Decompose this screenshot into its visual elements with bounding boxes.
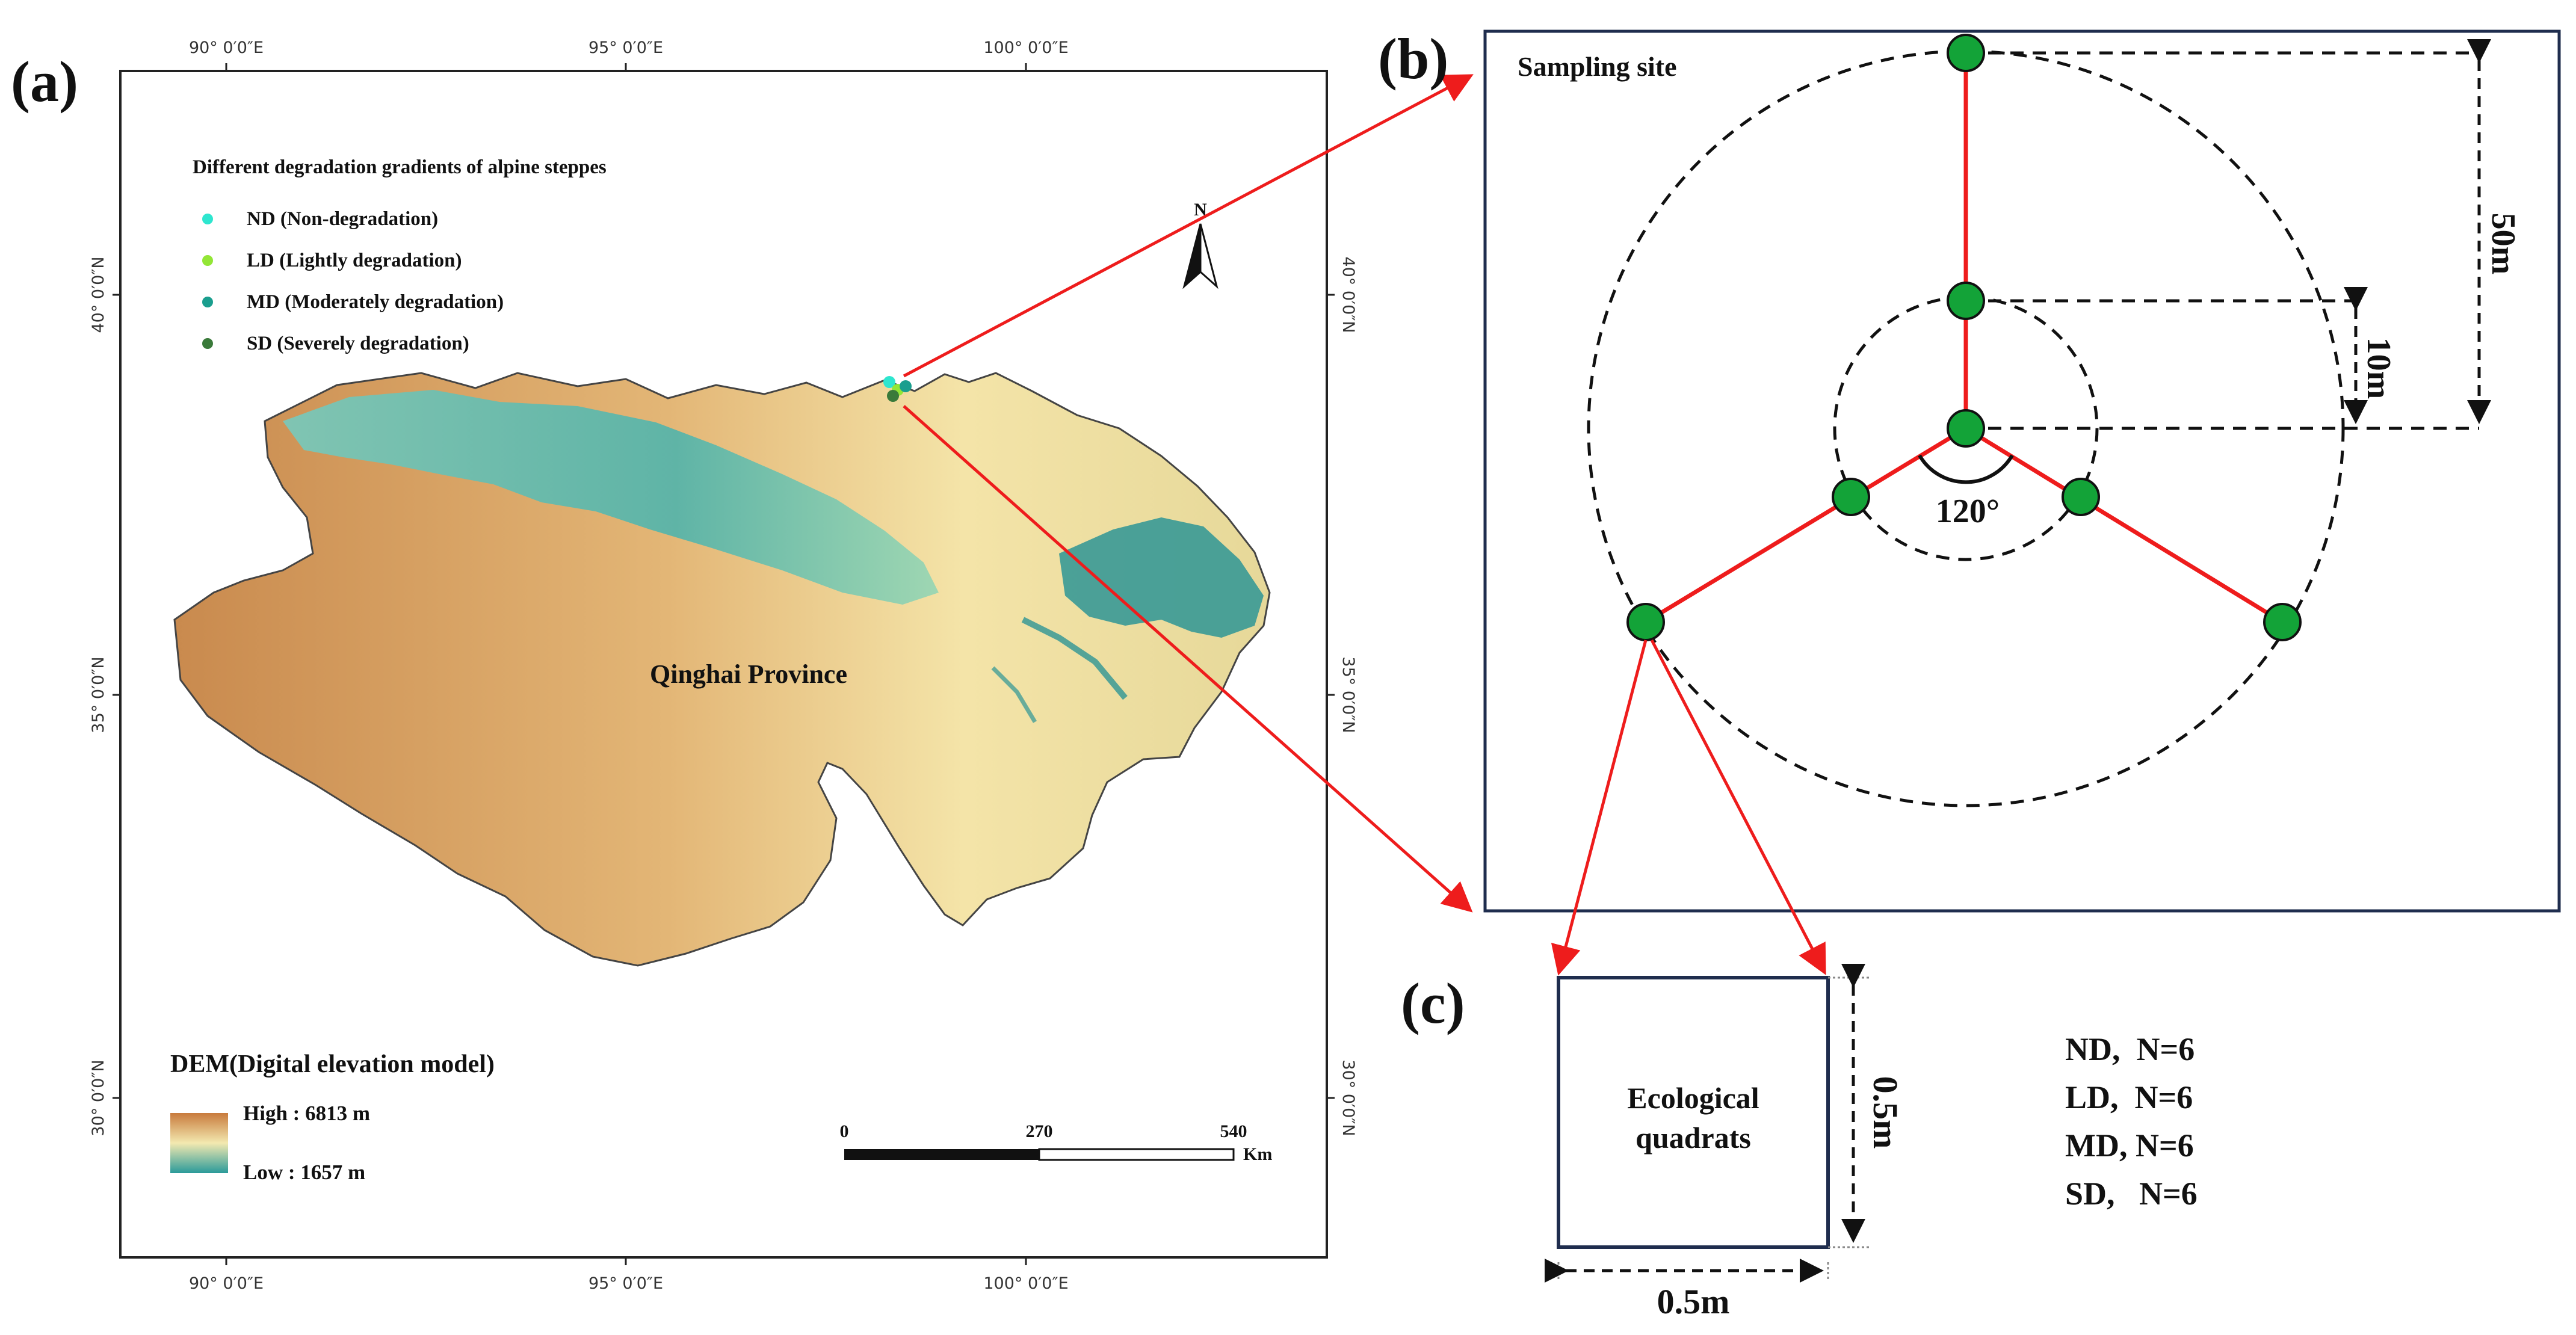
legend-label-ld: LD (Lightly degradation) bbox=[247, 250, 462, 271]
zoom-arrow-top bbox=[903, 74, 1474, 378]
lat-label-right-30: 30° 0′0″N bbox=[1339, 1059, 1357, 1136]
panel-c: (c) Ecological quadrats 0.5m 0.5m ND, N=… bbox=[1401, 964, 2198, 1321]
sample-counts: ND, N=6 LD, N=6 MD, N=6 SD, N=6 bbox=[2065, 1031, 2198, 1212]
legend-title: Different degradation gradients of alpin… bbox=[193, 156, 607, 178]
node-right-inner bbox=[2062, 478, 2100, 516]
quadrat-label-line1: Ecological bbox=[1627, 1081, 1759, 1115]
quadrat-width-label: 0.5m bbox=[1657, 1282, 1730, 1321]
dimension-10m-label: 10m bbox=[2360, 338, 2397, 399]
lon-label-bottom-100: 100° 0′0″E bbox=[983, 1274, 1068, 1293]
legend-marker-ld bbox=[202, 255, 213, 266]
sampling-site-frame bbox=[1483, 29, 2561, 913]
outer-circle-50m bbox=[1587, 49, 2345, 807]
dimension-50m-label: 50m bbox=[2485, 213, 2522, 275]
lat-label-left-35: 35° 0′0″N bbox=[89, 656, 108, 733]
legend-marker-sd bbox=[202, 338, 213, 349]
panel-a: (a) 90° 0′0″E 95° 0′0″E 100° 0′0″E 90° 0… bbox=[11, 39, 1357, 1293]
river-branch bbox=[1021, 617, 1128, 700]
angle-arc bbox=[1918, 454, 2014, 484]
scale-segment-filled bbox=[844, 1149, 1039, 1160]
qinghai-province-shape bbox=[173, 372, 1271, 967]
count-md: MD, N=6 bbox=[2065, 1127, 2194, 1164]
node-center bbox=[1947, 409, 1985, 448]
dem-colorbar bbox=[170, 1113, 228, 1173]
scale-segment-empty bbox=[1038, 1148, 1235, 1161]
lat-label-right-40: 40° 0′0″N bbox=[1339, 256, 1357, 333]
transect-lines bbox=[1645, 53, 2284, 624]
river-branch bbox=[991, 666, 1037, 723]
node-top-inner bbox=[1947, 282, 1985, 320]
inner-circle-10m bbox=[1833, 295, 2099, 561]
lon-label-bottom-95: 95° 0′0″E bbox=[588, 1274, 663, 1293]
node-right-outer bbox=[2263, 603, 2302, 641]
site-marker-nd bbox=[883, 376, 895, 388]
node-top-outer bbox=[1947, 34, 1985, 72]
eastern-valleys bbox=[1059, 517, 1264, 638]
north-label: N bbox=[1194, 200, 1207, 220]
map-frame bbox=[119, 70, 1328, 1259]
scale-bar: 0 270 540 Km bbox=[840, 1121, 1273, 1164]
quadrat-arrow-left bbox=[1551, 640, 1648, 976]
site-marker-sd bbox=[887, 390, 899, 402]
lat-label-right-35: 35° 0′0″N bbox=[1339, 656, 1357, 733]
panel-b-label: (b) bbox=[1378, 26, 1448, 91]
sampling-nodes bbox=[1626, 34, 2302, 641]
graticule-ticks bbox=[113, 63, 1335, 1265]
quadrat-arrow-right bbox=[1650, 639, 1826, 975]
legend-marker-md bbox=[202, 297, 213, 307]
dem-low-label: Low : 1657 m bbox=[243, 1161, 365, 1184]
zoom-arrow-bottom bbox=[903, 405, 1473, 913]
province-label: Qinghai Province bbox=[650, 659, 847, 689]
sampling-points bbox=[883, 376, 912, 402]
lat-label-left-40: 40° 0′0″N bbox=[89, 256, 108, 333]
angle-label: 120° bbox=[1936, 493, 2000, 530]
panel-c-label: (c) bbox=[1401, 971, 1465, 1035]
dem-high-label: High : 6813 m bbox=[243, 1102, 370, 1125]
quadrat-height-label: 0.5m bbox=[1866, 1076, 1905, 1149]
lon-label-top-90: 90° 0′0″E bbox=[189, 39, 264, 57]
sampling-site-title: Sampling site bbox=[1518, 51, 1677, 82]
quadrat-label-line2: quadrats bbox=[1635, 1121, 1751, 1155]
count-ld: LD, N=6 bbox=[2065, 1079, 2193, 1115]
legend-label-nd: ND (Non-degradation) bbox=[247, 208, 438, 230]
legend-label-md: MD (Moderately degradation) bbox=[247, 291, 504, 313]
legend-label-sd: SD (Severely degradation) bbox=[247, 333, 469, 354]
dem-title: DEM(Digital elevation model) bbox=[170, 1050, 495, 1078]
scale-unit: Km bbox=[1243, 1144, 1272, 1164]
scale-tick-270: 270 bbox=[1026, 1121, 1053, 1141]
node-left-inner bbox=[1832, 478, 1870, 516]
scale-tick-540: 540 bbox=[1220, 1121, 1247, 1141]
quadrat-box bbox=[1557, 976, 1830, 1249]
north-arrow-icon: N bbox=[1182, 200, 1219, 289]
distance-guides bbox=[1966, 51, 2479, 430]
scale-tick-0: 0 bbox=[840, 1121, 849, 1141]
panel-b: (b) Sampling site 120° 10m 50m bbox=[1378, 26, 2561, 913]
panel-a-label: (a) bbox=[11, 49, 78, 114]
lon-label-top-95: 95° 0′0″E bbox=[588, 39, 663, 57]
count-nd: ND, N=6 bbox=[2065, 1031, 2195, 1067]
legend-marker-nd bbox=[202, 214, 213, 224]
degradation-legend: ND (Non-degradation) LD (Lightly degrada… bbox=[202, 208, 504, 354]
count-sd: SD, N=6 bbox=[2065, 1176, 2198, 1212]
lat-label-left-30: 30° 0′0″N bbox=[89, 1059, 108, 1136]
node-left-outer bbox=[1626, 603, 1665, 641]
lon-label-top-100: 100° 0′0″E bbox=[983, 39, 1068, 57]
lon-label-bottom-90: 90° 0′0″E bbox=[189, 1274, 264, 1293]
site-marker-md bbox=[900, 380, 912, 392]
qaidam-basin bbox=[283, 390, 939, 605]
